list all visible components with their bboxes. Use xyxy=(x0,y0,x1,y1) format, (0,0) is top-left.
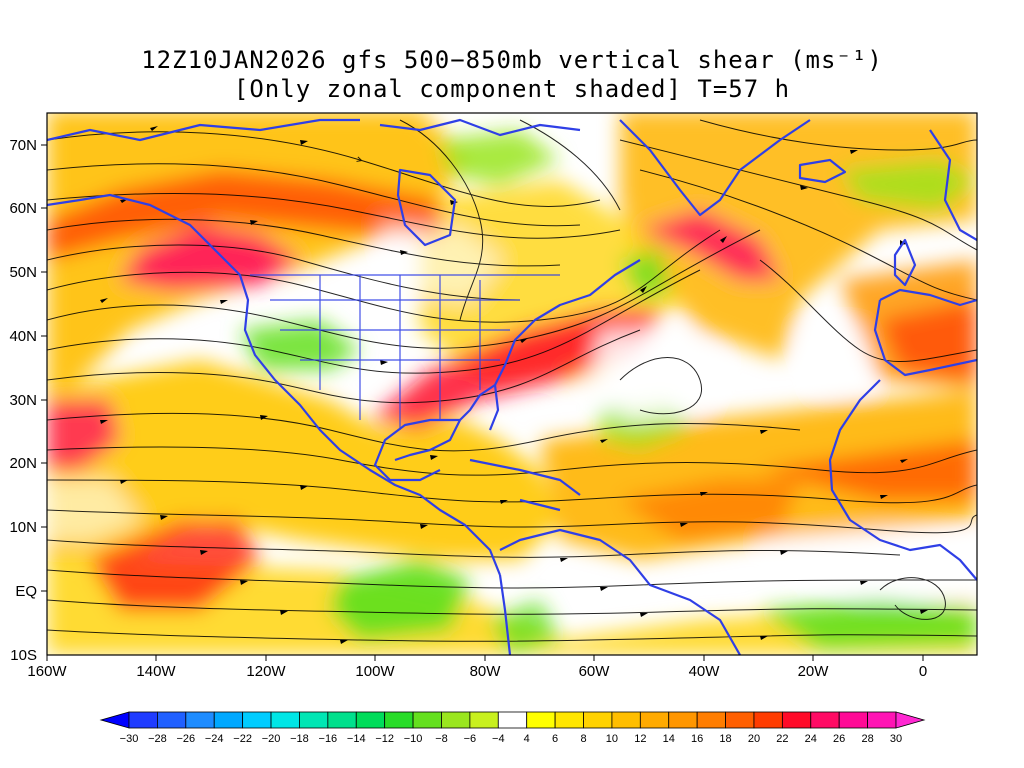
lon-label: 40W xyxy=(689,663,721,680)
lon-axis-labels: 160W 140W 120W 100W 80W 60W 40W 20W 0 xyxy=(27,663,927,680)
colorbar-bin xyxy=(526,711,556,729)
colorbar-bin xyxy=(185,711,215,729)
lon-label: 160W xyxy=(27,663,67,680)
colorbar-bin xyxy=(838,711,868,729)
colorbar-bin xyxy=(696,711,726,729)
colorbar-bin xyxy=(781,711,812,729)
colorbar-low-triangle xyxy=(99,711,130,729)
colorbar-label: −16 xyxy=(319,733,338,745)
colorbar-bin xyxy=(128,711,158,729)
colorbar-bin xyxy=(213,711,244,729)
lon-label: 140W xyxy=(136,663,176,680)
colorbar-label: 26 xyxy=(833,733,845,745)
colorbar-label: −24 xyxy=(205,733,224,745)
colorbar-label: 12 xyxy=(634,733,646,745)
colorbar-bin xyxy=(497,711,528,729)
lon-ticks xyxy=(46,655,924,661)
colorbar-bin xyxy=(611,711,641,729)
lat-label: 60N xyxy=(9,200,37,217)
plot-frame xyxy=(46,112,978,656)
lon-label: 20W xyxy=(798,663,830,680)
colorbar-label: 20 xyxy=(748,733,760,745)
colorbar-label: −12 xyxy=(375,733,394,745)
colorbar-label: 6 xyxy=(552,733,558,745)
lon-label: 80W xyxy=(470,663,502,680)
colorbar-label: −30 xyxy=(120,733,139,745)
lat-label: 40N xyxy=(9,328,37,345)
colorbar-bin xyxy=(299,711,329,729)
colorbar-label: −14 xyxy=(347,733,366,745)
lat-label: 30N xyxy=(9,392,37,409)
colorbar-label: 28 xyxy=(861,733,873,745)
colorbar-label: −20 xyxy=(262,733,281,745)
colorbar-high-triangle xyxy=(895,711,926,729)
streamline-arrows xyxy=(100,126,928,644)
colorbar-bin xyxy=(469,711,499,729)
colorbar-label: 8 xyxy=(580,733,586,745)
colorbar-bin xyxy=(668,711,698,729)
lon-label: 100W xyxy=(355,663,395,680)
chart-title: 12Z10JAN2026 gfs 500−850mb vertical shea… xyxy=(141,46,883,74)
colorbar-label: 24 xyxy=(805,733,817,745)
colorbar-label: −26 xyxy=(176,733,195,745)
colorbar-label: −22 xyxy=(233,733,252,745)
lat-axis-labels: 70N 60N 50N 40N 30N 20N 10N EQ 10S xyxy=(9,137,37,664)
colorbar-label: −6 xyxy=(464,733,477,745)
lat-label: 20N xyxy=(9,455,37,472)
colorbar-bin xyxy=(384,711,414,729)
colorbar-bin xyxy=(441,711,471,729)
lat-label: EQ xyxy=(15,583,37,600)
lat-ticks xyxy=(41,144,47,592)
colorbar-bin xyxy=(867,711,897,729)
colorbar-bin xyxy=(554,711,584,729)
shear-shading xyxy=(47,113,977,655)
colorbar-bin xyxy=(639,711,670,729)
streamlines xyxy=(47,119,977,642)
lon-label: 0 xyxy=(919,663,927,680)
lat-label: 70N xyxy=(9,137,37,154)
colorbar-label: −4 xyxy=(492,733,505,745)
colorbar-bin xyxy=(725,711,755,729)
chart-subtitle: [Only zonal component shaded] T=57 h xyxy=(233,75,791,103)
colorbar-label: −18 xyxy=(290,733,309,745)
colorbar-bin xyxy=(355,711,386,729)
colorbar-bin xyxy=(157,711,187,729)
coastlines xyxy=(47,118,977,655)
colorbar: −30 −28 −26 −24 −22 −20 −18 −16 −14 −12 −10 −8 −6 −4 4… xyxy=(99,711,926,745)
colorbar-label: 4 xyxy=(524,733,530,745)
colorbar-bin xyxy=(753,711,783,729)
colorbar-label: −28 xyxy=(148,733,167,745)
colorbar-bin xyxy=(327,711,357,729)
lat-label: 10S xyxy=(10,647,37,664)
colorbar-label: 10 xyxy=(606,733,618,745)
colorbar-label: 18 xyxy=(719,733,731,745)
state-borders xyxy=(250,274,560,430)
colorbar-label: 14 xyxy=(663,733,675,745)
colorbar-bin xyxy=(412,711,442,729)
colorbar-label: 22 xyxy=(776,733,788,745)
lat-label: 10N xyxy=(9,519,37,536)
lon-label: 60W xyxy=(579,663,611,680)
colorbar-bin xyxy=(810,711,840,729)
colorbar-bin xyxy=(242,711,272,729)
colorbar-bin xyxy=(270,711,300,729)
colorbar-label: −10 xyxy=(404,733,423,745)
colorbar-label: 30 xyxy=(890,733,902,745)
colorbar-label: 16 xyxy=(691,733,703,745)
colorbar-bin xyxy=(583,711,613,729)
lat-label: 50N xyxy=(9,264,37,281)
lon-label: 120W xyxy=(246,663,286,680)
plot-area xyxy=(47,113,977,655)
colorbar-label: −8 xyxy=(435,733,448,745)
